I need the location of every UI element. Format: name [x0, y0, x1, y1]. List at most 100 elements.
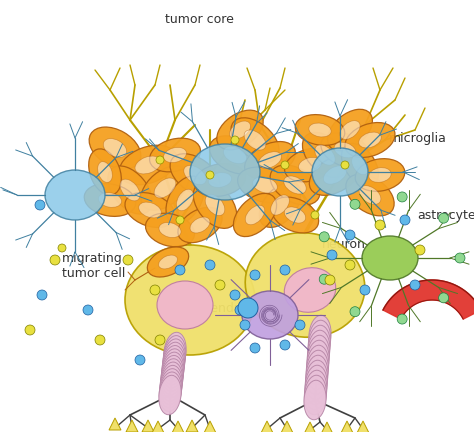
- Ellipse shape: [89, 127, 141, 169]
- Ellipse shape: [149, 138, 201, 172]
- Circle shape: [415, 245, 425, 255]
- Ellipse shape: [141, 166, 189, 210]
- Ellipse shape: [306, 355, 328, 395]
- Ellipse shape: [334, 142, 356, 158]
- Circle shape: [350, 307, 360, 317]
- Ellipse shape: [295, 114, 345, 146]
- Polygon shape: [152, 421, 164, 432]
- Circle shape: [50, 255, 60, 265]
- Circle shape: [250, 270, 260, 280]
- Ellipse shape: [244, 130, 266, 150]
- Circle shape: [37, 290, 47, 300]
- Ellipse shape: [352, 156, 368, 175]
- Ellipse shape: [345, 123, 395, 158]
- Polygon shape: [357, 421, 369, 432]
- Circle shape: [206, 171, 214, 179]
- Ellipse shape: [164, 332, 186, 372]
- Circle shape: [325, 275, 335, 285]
- Circle shape: [238, 298, 258, 318]
- Text: astrocyte: astrocyte: [417, 210, 474, 222]
- Ellipse shape: [253, 177, 277, 193]
- Ellipse shape: [147, 247, 189, 277]
- Ellipse shape: [231, 118, 279, 162]
- Ellipse shape: [45, 170, 105, 220]
- Ellipse shape: [312, 148, 368, 196]
- Ellipse shape: [308, 330, 330, 370]
- Ellipse shape: [245, 205, 264, 225]
- Circle shape: [397, 192, 407, 202]
- Polygon shape: [383, 280, 474, 319]
- Text: tumor core: tumor core: [164, 13, 234, 26]
- Polygon shape: [172, 421, 184, 432]
- Ellipse shape: [139, 202, 161, 218]
- Polygon shape: [261, 421, 273, 432]
- Ellipse shape: [362, 236, 418, 280]
- Circle shape: [235, 305, 245, 315]
- Ellipse shape: [271, 197, 319, 233]
- Ellipse shape: [146, 213, 194, 247]
- Ellipse shape: [157, 281, 213, 329]
- Ellipse shape: [162, 346, 185, 385]
- Ellipse shape: [224, 146, 246, 164]
- Circle shape: [438, 213, 448, 223]
- Ellipse shape: [309, 123, 331, 137]
- Text: migrating
tumor cell: migrating tumor cell: [62, 252, 125, 280]
- Ellipse shape: [170, 154, 220, 196]
- Ellipse shape: [355, 159, 405, 191]
- Ellipse shape: [369, 168, 391, 182]
- Ellipse shape: [108, 166, 152, 214]
- Circle shape: [156, 156, 164, 164]
- Circle shape: [58, 244, 66, 252]
- Ellipse shape: [237, 167, 292, 203]
- Ellipse shape: [340, 121, 360, 140]
- Ellipse shape: [89, 149, 121, 195]
- Circle shape: [83, 305, 93, 315]
- Ellipse shape: [178, 207, 222, 243]
- Circle shape: [280, 265, 290, 275]
- Polygon shape: [126, 420, 138, 432]
- Circle shape: [155, 335, 165, 345]
- Ellipse shape: [154, 178, 176, 198]
- Text: microglia: microglia: [389, 132, 447, 145]
- Ellipse shape: [305, 370, 327, 410]
- Circle shape: [319, 232, 329, 242]
- Ellipse shape: [359, 132, 381, 148]
- Circle shape: [455, 253, 465, 263]
- Ellipse shape: [164, 336, 186, 375]
- Ellipse shape: [205, 194, 225, 216]
- Ellipse shape: [164, 147, 186, 162]
- Ellipse shape: [270, 165, 320, 205]
- Ellipse shape: [194, 164, 246, 197]
- Ellipse shape: [184, 165, 206, 184]
- Circle shape: [345, 230, 355, 240]
- Polygon shape: [341, 421, 353, 432]
- Ellipse shape: [190, 144, 260, 200]
- Ellipse shape: [271, 195, 289, 215]
- Ellipse shape: [359, 186, 381, 204]
- Ellipse shape: [98, 162, 112, 182]
- Circle shape: [438, 293, 448, 303]
- Polygon shape: [109, 418, 121, 430]
- Circle shape: [341, 161, 349, 169]
- Circle shape: [345, 260, 355, 270]
- Ellipse shape: [242, 291, 298, 339]
- Ellipse shape: [346, 174, 394, 216]
- Ellipse shape: [305, 365, 327, 405]
- Ellipse shape: [163, 339, 185, 378]
- Ellipse shape: [190, 217, 210, 233]
- Ellipse shape: [161, 356, 183, 395]
- Ellipse shape: [302, 133, 347, 178]
- Circle shape: [281, 161, 289, 169]
- Ellipse shape: [103, 139, 127, 157]
- Ellipse shape: [304, 375, 327, 415]
- Circle shape: [410, 280, 420, 290]
- Circle shape: [360, 285, 370, 295]
- Ellipse shape: [306, 350, 328, 390]
- Ellipse shape: [159, 255, 177, 269]
- Ellipse shape: [135, 156, 161, 174]
- Circle shape: [250, 343, 260, 353]
- Ellipse shape: [309, 315, 331, 355]
- Polygon shape: [204, 421, 216, 432]
- Ellipse shape: [160, 368, 182, 408]
- Ellipse shape: [99, 193, 122, 207]
